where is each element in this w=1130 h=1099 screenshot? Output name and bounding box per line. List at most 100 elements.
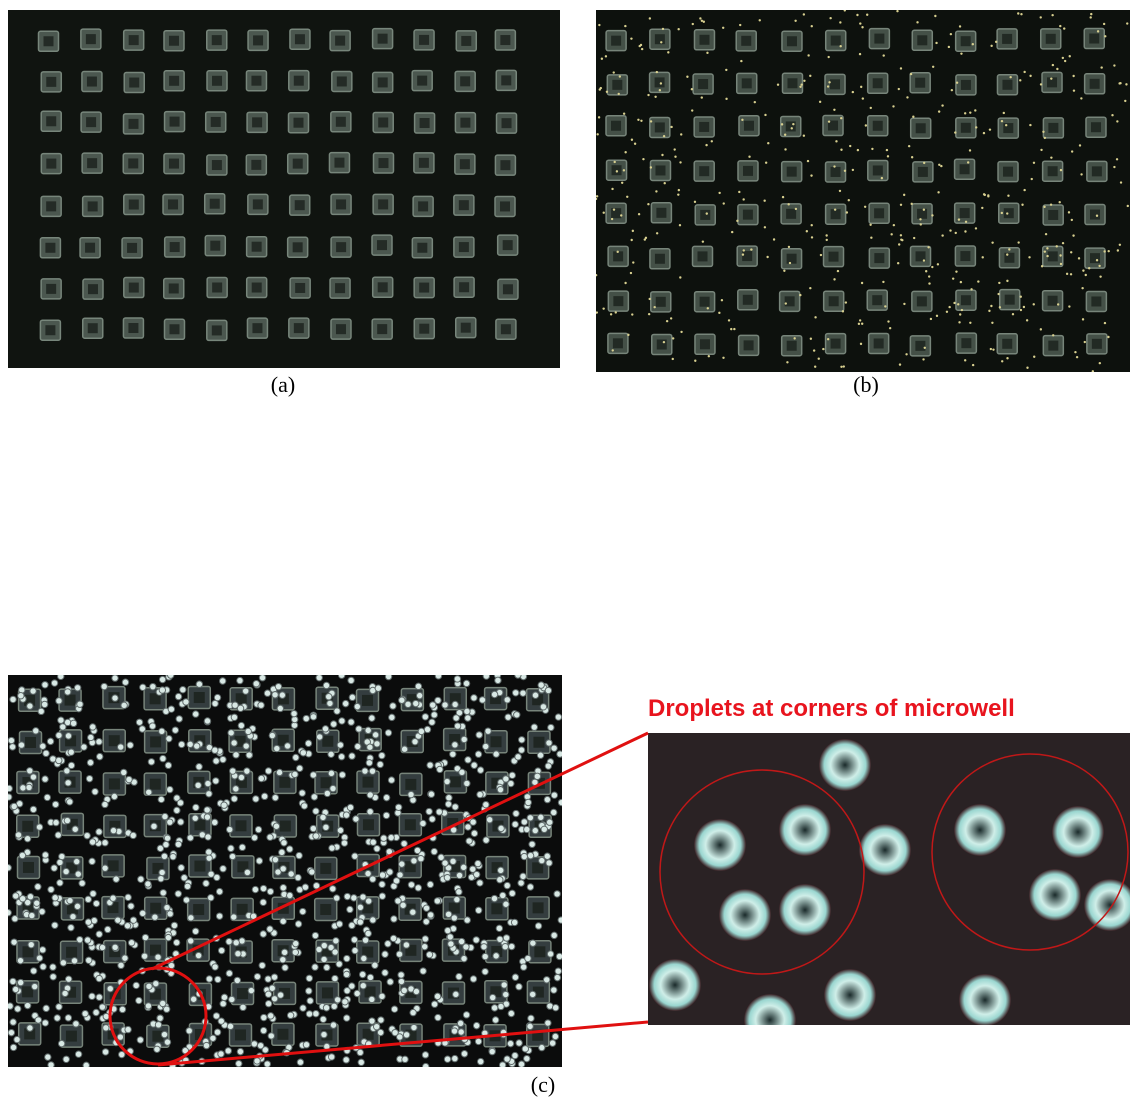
droplet	[429, 719, 435, 725]
droplet	[822, 348, 824, 350]
well-content	[873, 78, 883, 88]
well-content	[169, 324, 179, 334]
well-content	[169, 76, 179, 86]
well-content	[25, 737, 36, 748]
droplet	[471, 830, 477, 836]
droplet	[220, 866, 226, 872]
droplet	[312, 932, 318, 938]
droplet	[20, 785, 26, 791]
droplet	[626, 196, 628, 198]
droplet	[342, 999, 348, 1005]
droplet	[483, 673, 489, 679]
droplet	[265, 976, 271, 982]
well-content	[420, 118, 430, 128]
droplet	[378, 1017, 384, 1023]
droplet	[839, 190, 841, 192]
droplet	[613, 71, 615, 73]
droplet	[1060, 169, 1062, 171]
droplet	[219, 678, 225, 684]
droplet	[142, 934, 148, 940]
droplet	[910, 73, 912, 75]
droplet	[809, 287, 811, 289]
droplet	[163, 1006, 169, 1012]
droplet	[115, 917, 121, 923]
droplet	[399, 861, 405, 867]
droplet	[964, 112, 966, 114]
droplet	[146, 983, 152, 989]
droplet	[555, 714, 561, 720]
droplet	[552, 1033, 558, 1039]
droplet	[436, 809, 442, 815]
droplet	[911, 203, 913, 205]
droplet	[1017, 12, 1019, 14]
droplet	[1089, 16, 1091, 18]
well-content	[87, 158, 97, 168]
droplet	[900, 238, 902, 240]
droplet	[395, 804, 401, 810]
droplet	[334, 997, 340, 1003]
well-content	[212, 282, 222, 292]
droplet	[251, 834, 257, 840]
droplet	[464, 917, 470, 923]
droplet	[781, 123, 783, 125]
droplet	[960, 52, 962, 54]
droplet	[1056, 68, 1058, 70]
droplet	[154, 1046, 160, 1052]
well-content	[293, 118, 303, 128]
droplet	[379, 881, 385, 887]
droplet	[53, 819, 59, 825]
droplet	[330, 886, 336, 892]
droplet	[1084, 341, 1086, 343]
droplet	[84, 937, 90, 943]
well-content	[1048, 210, 1058, 220]
droplet	[516, 1040, 522, 1046]
droplet	[30, 806, 36, 812]
well-content	[1091, 122, 1101, 132]
droplet	[970, 288, 972, 290]
droplet	[1006, 280, 1008, 282]
droplet	[159, 869, 165, 875]
droplet	[640, 44, 642, 46]
droplet	[377, 1029, 383, 1035]
droplet	[742, 198, 744, 200]
droplet	[231, 914, 237, 920]
droplet	[1072, 234, 1074, 236]
droplet	[928, 275, 930, 277]
droplet	[969, 111, 971, 113]
droplet	[1059, 254, 1061, 256]
well-content	[46, 159, 56, 169]
droplet	[595, 274, 597, 276]
droplet	[96, 739, 102, 745]
droplet	[367, 974, 373, 980]
droplet	[705, 144, 707, 146]
droplet	[766, 256, 768, 258]
droplet	[630, 37, 632, 39]
droplet	[216, 913, 222, 919]
droplet	[544, 796, 550, 802]
droplet	[454, 676, 460, 682]
droplet	[93, 900, 99, 906]
droplet	[990, 348, 992, 350]
droplet	[383, 812, 389, 818]
droplet	[1090, 13, 1092, 15]
droplet	[495, 677, 501, 683]
droplet	[870, 236, 872, 238]
droplet	[483, 837, 489, 843]
droplet	[175, 841, 181, 847]
droplet	[149, 723, 155, 729]
well-content	[150, 903, 161, 914]
droplet	[390, 703, 396, 709]
well-content	[1092, 339, 1102, 349]
droplet	[1023, 71, 1025, 73]
droplet	[937, 263, 939, 265]
well-content	[279, 777, 290, 788]
droplet	[859, 319, 861, 321]
droplet	[42, 682, 48, 688]
droplet	[680, 133, 682, 135]
droplet	[711, 140, 713, 142]
droplet	[954, 131, 956, 133]
droplet	[210, 1035, 216, 1041]
droplet	[117, 1034, 123, 1040]
droplet	[45, 1054, 51, 1060]
droplet	[424, 726, 430, 732]
